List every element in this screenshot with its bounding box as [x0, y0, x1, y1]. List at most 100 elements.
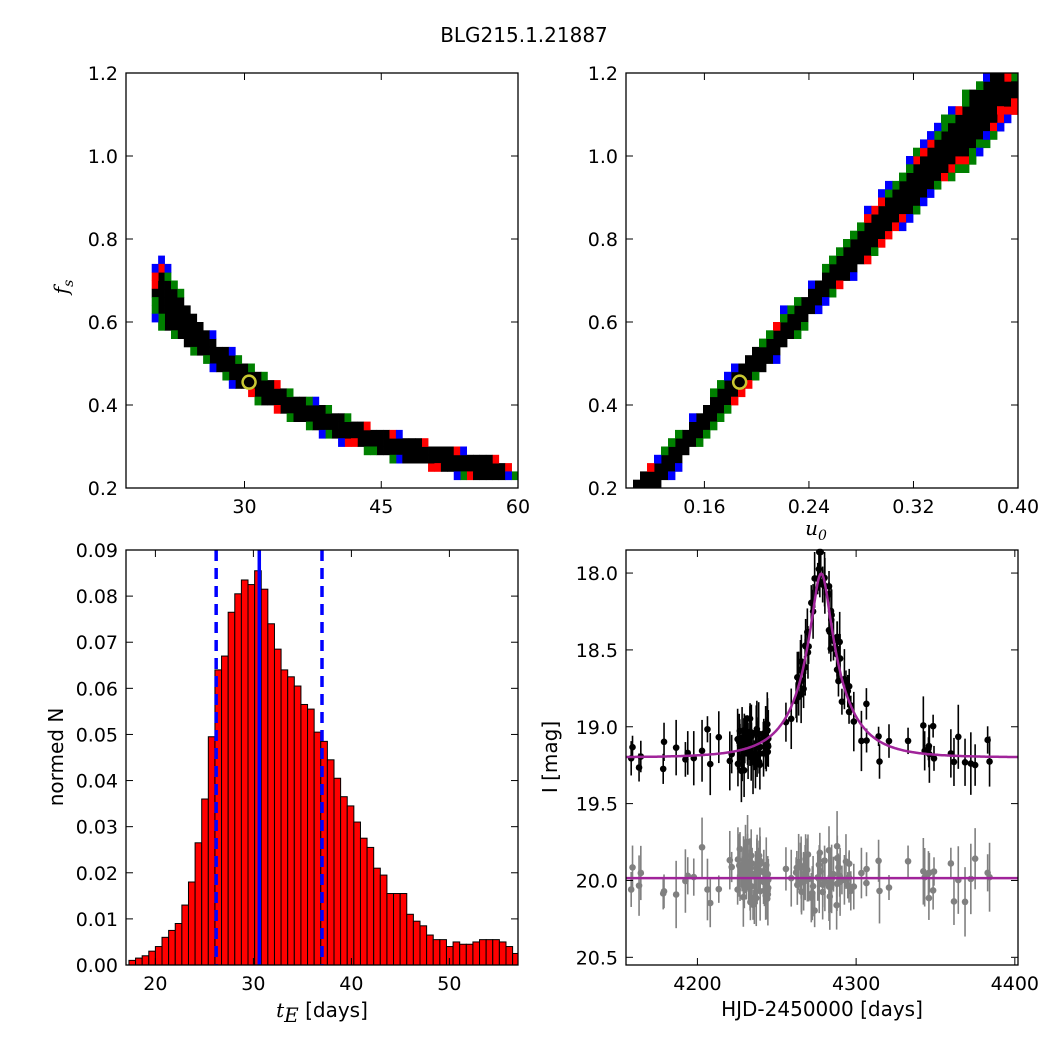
heat-cell-inner — [885, 230, 893, 240]
heat-cell-inner — [273, 405, 281, 414]
heat-cell-core — [293, 413, 300, 422]
residual-point — [706, 899, 714, 907]
heat-cell-core — [878, 205, 886, 215]
heat-cell-core — [1004, 89, 1012, 99]
heat-cell-core — [350, 429, 358, 439]
heat-cell-outer — [675, 463, 683, 472]
heat-cell-outer — [885, 180, 893, 190]
heat-cell-inner — [738, 388, 746, 398]
residual-point — [672, 891, 680, 898]
ticks-fs-te: 30 45 60 0.2 0.4 0.6 0.8 1.0 1.2 — [88, 63, 530, 518]
histogram-bar — [426, 934, 434, 966]
heat-cell-core — [428, 446, 435, 456]
residual-point — [809, 882, 817, 890]
heat-cell-outer — [151, 313, 159, 323]
y-tick-label: 0.6 — [588, 312, 618, 334]
heat-cell-core — [766, 346, 774, 356]
x-tick-label: 45 — [369, 496, 393, 518]
histogram-bar — [465, 943, 474, 966]
heat-cell-core — [864, 239, 872, 248]
y-tick-label: 1.2 — [88, 63, 118, 85]
heat-cell-core — [955, 122, 963, 132]
heat-cell-core — [183, 330, 191, 339]
heat-cell-mid — [983, 139, 991, 149]
histogram-bar — [419, 925, 428, 966]
heat-cell-core — [787, 313, 795, 323]
heat-cell-inner — [892, 222, 900, 232]
heat-cell-core — [899, 189, 907, 198]
heat-cell-core — [934, 147, 942, 157]
heat-cell-core — [196, 338, 204, 348]
histogram-bar — [174, 923, 183, 966]
histogram-bar — [346, 805, 355, 966]
heat-cell-core — [453, 454, 461, 464]
heat-cell-core — [363, 438, 371, 447]
heat-cell-core — [780, 330, 788, 339]
heat-cell-outer — [724, 371, 732, 381]
heat-cell-outer — [338, 438, 345, 447]
heat-cell-core — [357, 421, 365, 431]
heat-cell-core — [801, 313, 809, 323]
residual-point — [749, 901, 757, 908]
heat-cell-core — [498, 471, 506, 481]
x-tick-label: 60 — [506, 496, 530, 518]
heat-cell-inner — [955, 106, 963, 115]
histogram-bar — [273, 648, 282, 966]
heat-cell-outer — [906, 156, 914, 165]
heat-cell-core — [260, 388, 268, 398]
residual-point — [904, 857, 912, 865]
heat-cell-core — [892, 205, 900, 215]
residual-point — [736, 845, 744, 853]
heat-cell-outer — [808, 280, 816, 290]
x-tick-label: 4400 — [991, 973, 1039, 995]
heat-cell-mid — [829, 288, 837, 298]
y-tick-label: 0.2 — [588, 478, 618, 500]
histogram-bar — [260, 588, 269, 966]
heat-cell-core — [473, 471, 480, 481]
heat-cell-core — [850, 255, 858, 265]
x-tick-label: 4200 — [673, 973, 721, 995]
data-point — [850, 718, 858, 725]
heat-cell-core — [158, 305, 165, 315]
data-point — [787, 715, 795, 723]
heat-cell-core — [280, 405, 288, 414]
panel-fs-vs-te: 30 45 60 0.2 0.4 0.6 0.8 1.0 1.2 fs — [49, 63, 530, 518]
heat-cell-core — [836, 263, 844, 273]
data-point — [672, 744, 680, 751]
heat-cell-mid — [871, 247, 879, 256]
data-point — [986, 758, 993, 765]
heat-cell-outer — [668, 471, 676, 481]
data-point — [748, 733, 755, 740]
heat-cell-core — [990, 114, 998, 124]
heat-cell-mid — [305, 396, 313, 406]
heat-cell-core — [177, 330, 185, 339]
histogram-bar — [326, 759, 335, 966]
heat-cell-outer — [318, 429, 326, 439]
heat-cell-inner — [421, 438, 429, 447]
heat-cell-core — [640, 471, 648, 481]
heat-cell-mid — [892, 180, 900, 190]
heat-cell-core — [209, 346, 217, 356]
heat-cell-core — [661, 463, 669, 472]
best-fit-marker — [241, 374, 257, 390]
residual-point — [863, 865, 870, 873]
ticks-light-curve: 4200 4300 4400 18.0 18.5 19.0 19.5 20.0 20.5 — [576, 550, 1039, 995]
heat-cell-mid — [948, 114, 956, 124]
heat-cell-mid — [913, 205, 921, 215]
data-point — [755, 730, 762, 737]
heat-cell-core — [260, 380, 268, 389]
heat-cell-core — [892, 189, 900, 198]
heat-cell-core — [164, 322, 172, 331]
heat-cell-mid — [170, 330, 178, 339]
heat-cell-mid — [661, 446, 669, 456]
heat-cell-mid — [962, 164, 970, 173]
heat-cell-core — [913, 164, 921, 173]
panel-te-histogram: 20 30 40 50 0.00 0.01 0.02 0.03 0.04 0.05 0.06 0.07… — [44, 540, 519, 1027]
heat-cell-mid — [913, 147, 921, 157]
histogram-bar — [247, 584, 256, 966]
heat-cell-core — [222, 346, 230, 356]
heat-cell-core — [164, 288, 172, 298]
heat-cell-core — [934, 172, 942, 182]
heat-cell-core — [389, 438, 397, 447]
heat-cell-core — [376, 429, 384, 439]
